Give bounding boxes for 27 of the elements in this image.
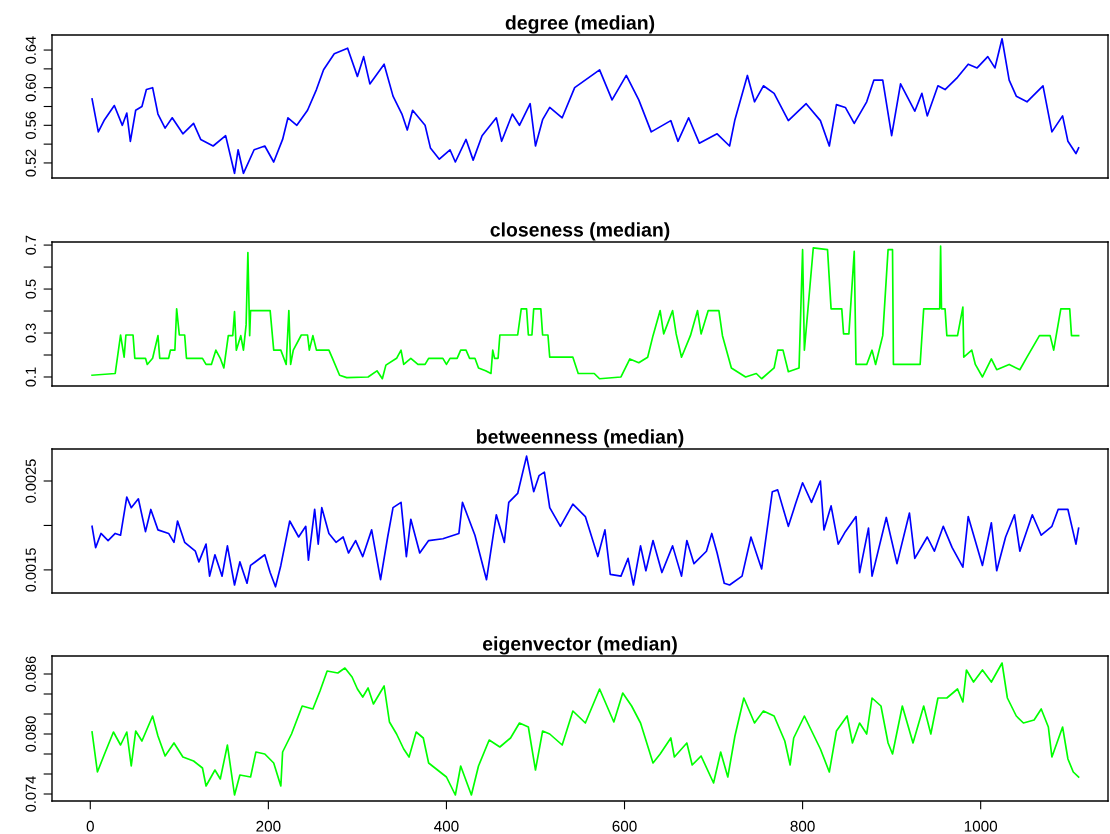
chart-title: closeness (median) [490,222,670,241]
line-series [91,245,1080,380]
y-tick-label: 0.5 [25,279,36,299]
y-tick-label: 0.086 [25,656,36,692]
y-tick-label: 0.0015 [25,548,36,592]
x-tick-label: 0 [86,820,94,832]
y-tick-label: 0.7 [25,235,36,255]
y-tick-label: 0.60 [25,74,36,102]
chart-title: eigenvector (median) [482,636,677,655]
x-tick-label: 1000 [964,820,998,832]
y-tick-label: 0.0025 [25,459,36,503]
y-tick-label: 0.1 [25,367,36,387]
chart-title: betweenness (median) [477,429,684,448]
y-tick-label: 0.3 [25,323,36,343]
y-tick-label: 0.56 [25,111,36,139]
y-tick-label: 0.64 [25,36,36,64]
line-series [91,662,1080,796]
x-tick-label: 600 [612,820,637,832]
x-tick-label: 400 [434,820,459,832]
chart-title: degree (median) [505,15,655,34]
y-tick-label: 0.52 [25,149,36,177]
x-tick-label: 800 [790,820,815,832]
y-tick-label: 0.074 [25,776,36,812]
y-tick-label: 0.080 [25,716,36,752]
line-series [91,37,1080,175]
x-tick-label: 200 [256,820,281,832]
line-series [91,455,1080,588]
